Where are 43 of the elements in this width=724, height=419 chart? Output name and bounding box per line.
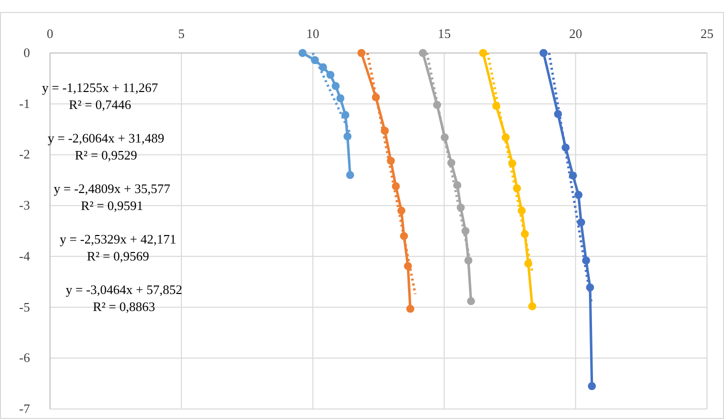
point: [540, 49, 548, 57]
annotation: R² = 0,9529: [74, 148, 138, 162]
annotation: y = -2,5329x + 42,171: [60, 232, 176, 246]
point: [574, 190, 582, 199]
annotation: R² = 0,9591: [80, 198, 144, 213]
point: [343, 132, 352, 140]
y-tick-label: -3: [19, 198, 30, 213]
annotation: R² = 0,7446: [68, 97, 132, 112]
x-tick-label: 10: [306, 26, 320, 41]
y-tick-label: -4: [19, 248, 30, 264]
point: [479, 49, 488, 57]
point: [467, 297, 476, 306]
x-tick-label: 25: [700, 26, 714, 41]
point: [528, 302, 536, 310]
point: [341, 111, 350, 120]
y-tick-label: -2: [19, 146, 30, 162]
point: [577, 218, 586, 226]
y-tick-label: -1: [19, 96, 30, 111]
point: [336, 94, 344, 102]
annotation: R² = 0,9569: [86, 248, 150, 264]
point: [332, 82, 340, 90]
point: [346, 171, 354, 180]
x-tick-label: 0: [46, 26, 54, 41]
annotation: y = -2,6064x + 31,489: [48, 130, 164, 146]
y-tick-label: -7: [19, 401, 30, 416]
x-tick-label: 20: [569, 26, 582, 41]
point: [588, 382, 596, 390]
y-tick-label: 0: [24, 45, 30, 60]
annotation: y = -1,1255x + 11,267: [42, 80, 158, 95]
x-tick-label: 5: [178, 26, 185, 41]
point: [326, 70, 334, 79]
point: [357, 49, 366, 57]
annotation: R² = 0,8863: [92, 299, 156, 314]
point: [319, 63, 328, 72]
x-tick-label: 15: [438, 26, 451, 41]
annotation: y = -3,0464x + 57,852: [66, 282, 182, 297]
point: [298, 49, 307, 57]
y-tick-label: -5: [19, 299, 30, 314]
y-tick-label: -6: [19, 350, 30, 366]
point: [568, 172, 577, 180]
point: [406, 304, 414, 313]
point: [418, 49, 427, 57]
annotation: y = -2,4809x + 35,577: [54, 181, 171, 196]
